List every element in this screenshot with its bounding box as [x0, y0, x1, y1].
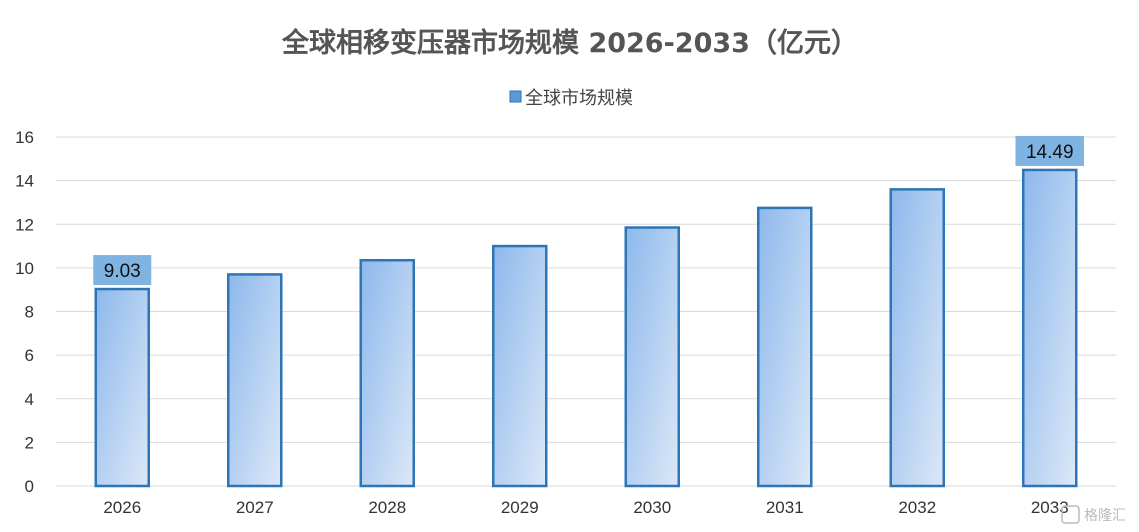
y-axis: 0 2 4 6 8 10 12 14 16 — [15, 128, 34, 496]
data-label-box — [1015, 135, 1084, 166]
data-label: 9.03 — [104, 261, 141, 282]
y-tick-label: 10 — [15, 259, 34, 278]
y-tick-label: 12 — [15, 215, 34, 234]
data-label-box — [93, 255, 152, 286]
legend-swatch — [509, 90, 522, 103]
legend: 全球市场规模 — [509, 88, 633, 109]
y-tick-label: 4 — [25, 390, 34, 409]
legend-label: 全球市场规模 — [525, 88, 633, 109]
bar-2029 — [492, 244, 548, 488]
watermark: 格隆汇 — [1061, 505, 1126, 524]
x-tick-label: 2033 — [1031, 498, 1069, 517]
bar-2027 — [227, 273, 283, 488]
x-tick-label: 2031 — [766, 498, 804, 517]
watermark-text: 格隆汇 — [1084, 508, 1126, 524]
chart-title: 全球相移变压器市场规模 2026-2033（亿元） — [281, 27, 858, 59]
data-labels: 9.03 14.49 — [93, 135, 1084, 286]
grid — [56, 136, 1116, 487]
bar-2031 — [757, 206, 813, 488]
x-axis: 2026 2027 2028 2029 2030 2031 2032 2033 — [103, 498, 1068, 517]
y-tick-label: 14 — [15, 172, 34, 191]
y-tick-label: 2 — [25, 433, 34, 452]
x-tick-label: 2029 — [501, 498, 539, 517]
bars — [94, 168, 1078, 488]
bar-2033 — [1022, 168, 1078, 488]
x-tick-label: 2026 — [103, 498, 141, 517]
data-label: 14.49 — [1026, 142, 1074, 163]
y-tick-label: 6 — [25, 346, 34, 365]
x-tick-label: 2030 — [633, 498, 671, 517]
bar-2026 — [94, 287, 150, 488]
bar-2028 — [359, 258, 415, 488]
y-tick-label: 16 — [15, 128, 34, 147]
x-tick-label: 2032 — [898, 498, 936, 517]
watermark-logo-icon — [1061, 505, 1080, 524]
x-tick-label: 2028 — [368, 498, 406, 517]
y-tick-label: 8 — [25, 303, 34, 322]
bar-2030 — [624, 226, 680, 488]
x-tick-label: 2027 — [236, 498, 274, 517]
bar-2032 — [889, 188, 945, 488]
y-tick-label: 0 — [25, 477, 34, 496]
